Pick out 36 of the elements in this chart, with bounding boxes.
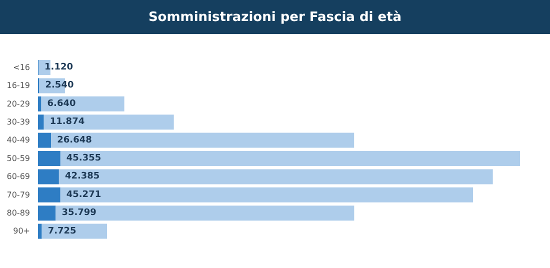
data-label: 7.725 (48, 226, 76, 236)
bar (38, 224, 42, 239)
y-tick-label: <16 (13, 62, 30, 72)
bar (38, 187, 60, 202)
data-label: 45.355 (66, 154, 102, 164)
chart-title: Somministrazioni per Fascia di età (0, 0, 550, 34)
y-tick-label: 40-49 (6, 136, 30, 145)
data-label: 1.120 (44, 62, 74, 72)
y-tick-label: 90+ (13, 226, 30, 236)
y-tick-label: 30-39 (6, 118, 30, 127)
y-tick-label: 80-89 (6, 208, 30, 218)
bar (38, 169, 59, 184)
data-label: 11.874 (50, 117, 85, 128)
y-tick-label: 16-19 (6, 81, 30, 90)
bar (51, 132, 354, 148)
bar (38, 114, 44, 130)
bar (38, 151, 60, 166)
y-tick-label: 20-29 (6, 99, 30, 108)
bar (38, 132, 52, 148)
data-label: 6.640 (47, 98, 76, 109)
data-label: 26.648 (57, 135, 92, 146)
data-label: 35.799 (62, 208, 96, 218)
y-tick-label: 50-59 (6, 154, 30, 163)
bar (60, 187, 474, 202)
bar (44, 114, 174, 130)
y-tick-label: 70-79 (6, 190, 30, 200)
bar (56, 206, 354, 221)
bar (58, 169, 493, 184)
bar (38, 206, 56, 221)
data-label: 42.385 (64, 172, 100, 182)
data-label: 2.540 (45, 80, 74, 91)
y-tick-label: 60-69 (6, 172, 30, 182)
bar (60, 151, 520, 166)
bar (38, 96, 42, 112)
bar (41, 96, 124, 112)
data-label: 45.271 (66, 190, 102, 200)
